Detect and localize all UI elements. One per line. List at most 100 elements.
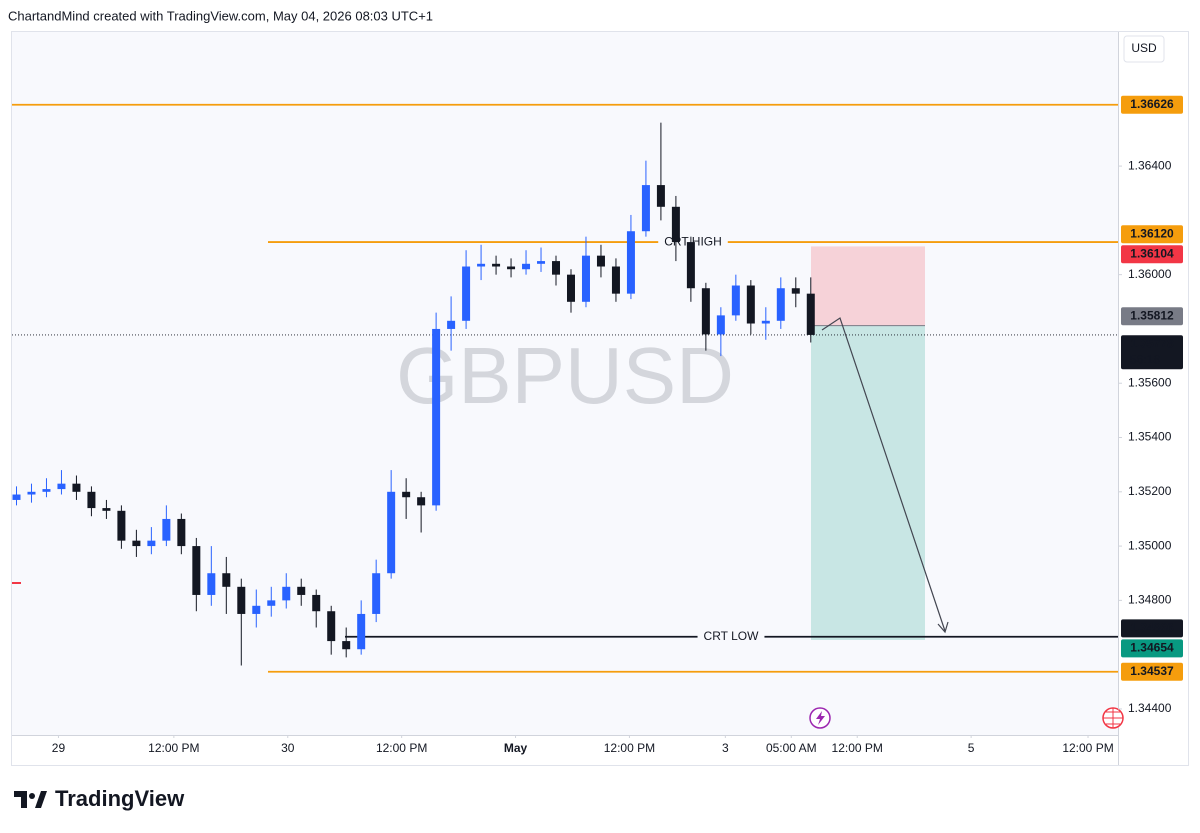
logo-dot (29, 793, 35, 799)
axes: 1.34400 1.34800 1.35000 1.35200 1.35400 1.356… (52, 95, 1183, 755)
header: ChartandMind created with TradingView.co… (8, 8, 433, 23)
candle-body (626, 231, 635, 294)
candle-body (252, 605, 261, 614)
x-tick-label: 12:00 PM (376, 741, 427, 755)
candle-body (222, 573, 231, 587)
candle-body (417, 497, 426, 506)
price-label-bg (1121, 619, 1183, 638)
candle-body (761, 320, 770, 324)
candle-body (237, 586, 246, 614)
price-label-bg (1121, 662, 1183, 681)
candle-body (656, 185, 665, 207)
candle-body (552, 261, 561, 275)
y-tick-label: 1.35400 (1128, 430, 1172, 444)
price-label-bg (1121, 225, 1183, 244)
candle-body (342, 641, 351, 650)
y-tick-label: 1.35600 (1128, 375, 1172, 389)
x-tick-label: 12:00 PM (832, 741, 883, 755)
plot-area (12, 32, 1118, 735)
candle-body (162, 518, 171, 541)
watermark: GBPUSD (396, 331, 734, 420)
candle-body (432, 328, 441, 506)
globe-lines (1103, 708, 1123, 728)
candle-body (12, 494, 21, 500)
candle-body (776, 288, 785, 321)
y-tick-label: 1.35000 (1128, 538, 1172, 552)
currency[interactable]: USD (1131, 41, 1157, 55)
x-tick-label: 3 (722, 741, 729, 755)
y-tick-label: 1.35200 (1128, 484, 1172, 498)
x-tick-label: May (504, 741, 528, 755)
alert-bolt (816, 711, 825, 725)
candle-body (312, 594, 321, 612)
price-label: 1.36626 (1130, 97, 1174, 111)
currency-button[interactable] (1123, 35, 1165, 63)
price-label: 1.36104 (1130, 246, 1174, 260)
y-tick-label: 1.34400 (1128, 701, 1172, 715)
price-label: 1.34537 (1130, 664, 1174, 678)
candle-body (701, 288, 710, 335)
candle-body (387, 491, 396, 574)
candles (12, 122, 815, 666)
candle-body (147, 540, 156, 547)
level-annotation: CRT LOW (704, 629, 760, 643)
candle-body (132, 540, 141, 547)
price-label-bg (1121, 307, 1183, 326)
candle-body (117, 510, 126, 541)
price-label: 1.36120 (1130, 226, 1174, 240)
target-zone (811, 325, 925, 640)
candle-body (791, 288, 800, 294)
candle-body (596, 255, 605, 267)
candle-body (402, 491, 411, 498)
candle-body (447, 320, 456, 329)
candle-body (27, 491, 36, 495)
candle-body (477, 263, 486, 267)
candle-body (641, 185, 650, 232)
candle-body (72, 483, 81, 492)
candle-body (267, 600, 276, 606)
projection-arrow (821, 317, 946, 632)
price-label: 1.34666 (1130, 621, 1174, 635)
price-label: 1.34654 (1130, 641, 1174, 655)
candle-body (102, 508, 111, 511)
candle-body (522, 263, 531, 270)
x-tick-label: 29 (52, 741, 66, 755)
candle-body (731, 285, 740, 316)
y-tick-label: 1.36400 (1128, 158, 1172, 172)
candle-body (611, 266, 620, 294)
candle-body (507, 266, 516, 270)
x-tick-label: 12:00 PM (604, 741, 655, 755)
frame (11, 31, 1189, 766)
candle-body (297, 586, 306, 595)
candle-body (357, 613, 366, 650)
candle-body (537, 261, 546, 264)
candle-body (566, 274, 575, 302)
logo: TradingView (14, 786, 185, 811)
x-tick-label: 12:00 PM (148, 741, 199, 755)
candle-body (192, 546, 201, 595)
price-label-bg (1121, 639, 1183, 658)
candle-body (686, 242, 695, 289)
candle-body (462, 266, 471, 321)
candle-body (42, 489, 51, 492)
price-label: 1.35812 (1130, 308, 1174, 322)
annotation-bg (697, 629, 765, 644)
candle-body (87, 491, 96, 509)
countdown: 56:18 (1130, 352, 1160, 366)
x-tick-label: 5 (968, 741, 975, 755)
price-label-bg (1121, 245, 1183, 264)
footer-brand: TradingView (55, 786, 185, 811)
y-tick-label: 1.34800 (1128, 593, 1172, 607)
x-tick-label: 12:00 PM (1062, 741, 1113, 755)
candle-body (282, 586, 291, 601)
stop-zone (811, 246, 925, 326)
candle-body (806, 293, 815, 335)
candle-body (327, 611, 336, 642)
candle-body (746, 285, 755, 324)
x-tick-label: 30 (281, 741, 295, 755)
candle-body (581, 255, 590, 302)
y-tick-label: 1.36000 (1128, 267, 1172, 281)
candle-body (372, 573, 381, 614)
candle-body (57, 483, 66, 490)
